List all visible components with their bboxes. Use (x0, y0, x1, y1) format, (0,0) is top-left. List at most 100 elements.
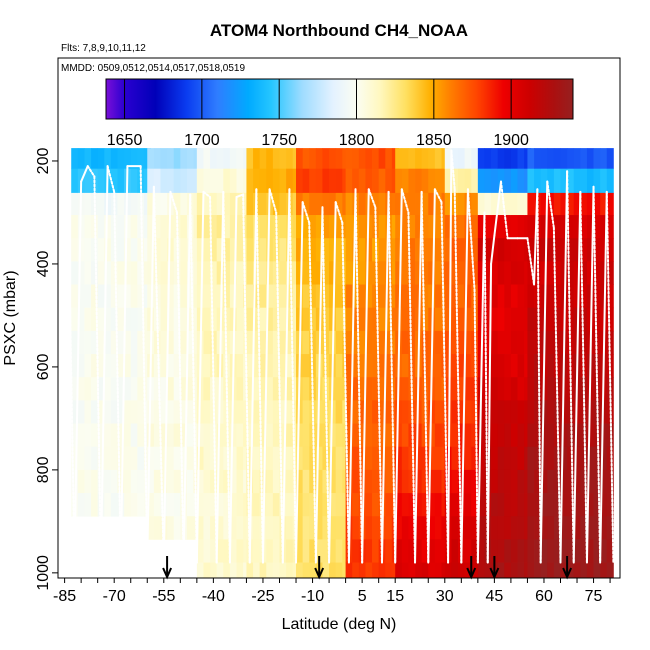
heatmap-cell (229, 446, 237, 471)
heatmap-cell (464, 307, 472, 332)
heatmap-cell (180, 377, 188, 401)
heatmap-cell (415, 261, 423, 285)
heatmap-cell (315, 168, 323, 194)
heatmap-cell (401, 354, 409, 378)
heatmap-cell (345, 284, 353, 309)
heatmap-cell (372, 307, 380, 332)
heatmap-cell (345, 148, 353, 170)
x-tick-label: -10 (301, 588, 324, 605)
heatmap-cell (147, 261, 155, 285)
heatmap-cell (309, 148, 317, 170)
heatmap-cell (210, 148, 218, 170)
heatmap-cell (329, 284, 337, 309)
heatmap-cell (229, 238, 237, 262)
heatmap-cell (266, 168, 274, 194)
heatmap-cell (167, 148, 175, 170)
heatmap-cell (329, 423, 337, 448)
heatmap-cell (253, 330, 261, 355)
heatmap-cell (279, 215, 287, 239)
heatmap-cell (372, 400, 380, 424)
heatmap-cell (560, 423, 568, 448)
heatmap-cell (345, 562, 353, 579)
heatmap-cell (408, 238, 416, 262)
heatmap-cell (259, 261, 267, 285)
heatmap-cell (428, 469, 436, 494)
heatmap-cell (104, 354, 112, 378)
heatmap-cell (553, 493, 561, 517)
heatmap-cell (104, 469, 112, 494)
heatmap-cell (497, 148, 505, 170)
heatmap-cell (540, 192, 548, 216)
heatmap-cell (573, 284, 581, 309)
arrow-marker (162, 556, 173, 580)
heatmap-cell (395, 215, 403, 239)
heatmap-cell (329, 215, 337, 239)
heatmap-cell (553, 446, 561, 471)
heatmap-cell (259, 238, 267, 262)
flight-profile-segment (361, 188, 370, 564)
heatmap-cell (91, 377, 99, 401)
heatmap-cell (444, 261, 452, 285)
heatmap-cell (196, 493, 204, 517)
heatmap-cell (345, 238, 353, 262)
heatmap-cell (210, 562, 218, 579)
heatmap-cell (491, 469, 499, 494)
heatmap-cell (322, 307, 330, 332)
heatmap-cell (84, 423, 92, 448)
heatmap-cell (203, 148, 211, 170)
heatmap-cell (253, 493, 261, 517)
heatmap-cell (428, 423, 436, 448)
heatmap-cell (395, 284, 403, 309)
heatmap-cell (580, 562, 588, 579)
heatmap-cell (378, 238, 386, 262)
heatmap-cell (580, 539, 588, 563)
heatmap-cell (246, 354, 254, 378)
heatmap-cell (560, 238, 568, 262)
heatmap-cell (130, 307, 138, 332)
heatmap-cell (216, 284, 224, 309)
heatmap-cell (117, 377, 125, 401)
heatmap-cell (484, 284, 492, 309)
heatmap-cell (117, 469, 125, 494)
heatmap-cell (606, 493, 614, 517)
heatmap-cell (534, 400, 542, 424)
heatmap-cell (606, 215, 614, 239)
heatmap-cell (510, 354, 518, 378)
flight-profile-segment (261, 188, 271, 564)
heatmap-cell (137, 400, 145, 424)
heatmap-cell (130, 148, 138, 170)
heatmap-cell (580, 284, 588, 309)
arrow-head (466, 567, 477, 580)
heatmap-cell (606, 516, 614, 540)
heatmap-cell (309, 516, 317, 540)
flight-profile-segment (433, 188, 443, 204)
heatmap-cell (180, 307, 188, 332)
heatmap-cell (147, 192, 155, 216)
heatmap-cell (253, 168, 261, 194)
heatmap-cell (335, 423, 343, 448)
heatmap-cell (606, 539, 614, 563)
heatmap-cell (451, 469, 459, 494)
heatmap-cell (534, 354, 542, 378)
heatmap-cell (71, 469, 79, 494)
heatmap-cell (196, 215, 204, 239)
heatmap-cell (580, 215, 588, 239)
heatmap-cell (553, 261, 561, 285)
heatmap-cell (302, 192, 310, 216)
heatmap-cell (315, 493, 323, 517)
heatmap-cell (160, 261, 168, 285)
heatmap-cell (421, 493, 429, 517)
heatmap-cell (352, 148, 360, 170)
heatmap-cell (246, 307, 254, 332)
heatmap-cell (586, 192, 594, 216)
heatmap-cell (534, 493, 542, 517)
colorbar-tick-label: 1650 (107, 132, 143, 149)
heatmap-cell (104, 330, 112, 355)
heatmap-cell (408, 446, 416, 471)
heatmap-cell (434, 377, 442, 401)
heatmap-cell (236, 284, 244, 309)
heatmap-cell (286, 284, 294, 309)
heatmap-cell (296, 516, 304, 540)
heatmap-cell (600, 469, 608, 494)
heatmap-cell (471, 469, 479, 494)
